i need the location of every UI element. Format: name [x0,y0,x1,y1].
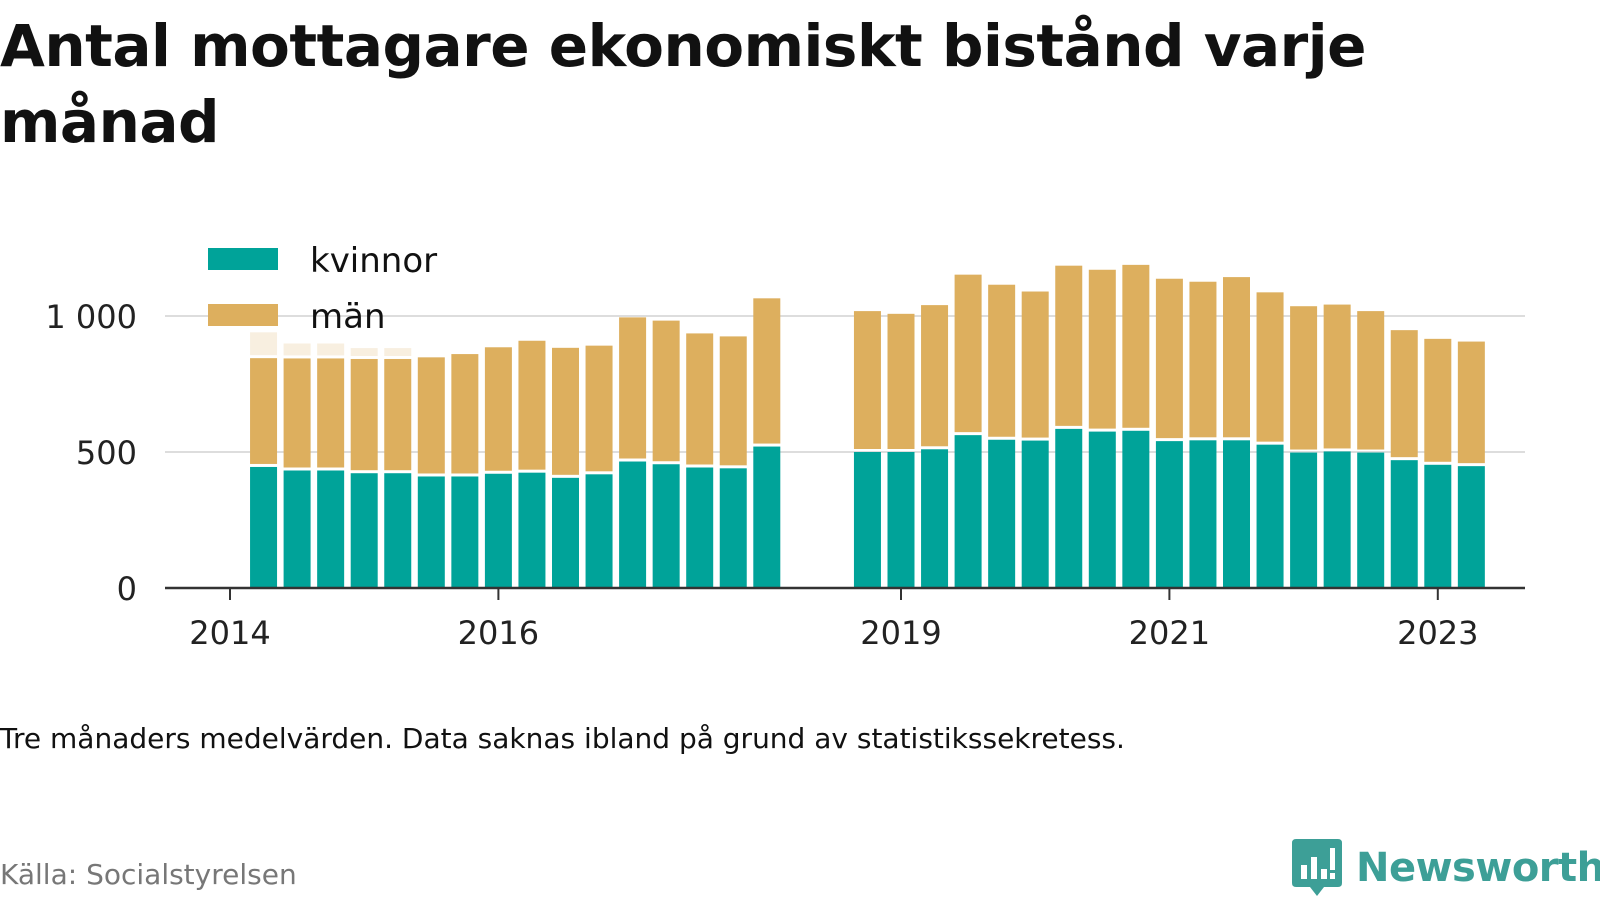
x-tick-label: 2019 [860,614,941,652]
bar-man [1256,292,1284,442]
bar-kvinnor [1088,431,1116,588]
axes: 0 500 1 000 2014 2016 2019 2021 2023 [45,298,1525,652]
bar-kvinnor [283,470,311,588]
bar-man [753,298,781,444]
legend: kvinnor män [208,241,437,337]
bar-kvinnor [619,461,647,588]
bar-kvinnor [1189,440,1217,588]
bar-man [417,357,445,474]
bar-kvinnor [585,474,613,588]
bar-kvinnor [652,464,680,588]
bar-kvinnor [1323,451,1351,588]
bar-kvinnor [1256,444,1284,588]
y-tick-label: 1 000 [45,298,137,336]
bar-man [350,358,378,471]
legend-label: kvinnor [310,241,437,281]
bar-man [1424,338,1452,462]
bar-kvinnor [1457,466,1485,588]
bar-man-missing [250,332,278,356]
bar-man [1088,269,1116,429]
bar-man [686,333,714,465]
source-text: Källa: Socialstyrelsen [0,858,297,891]
bar-kvinnor [719,468,747,588]
bar-man [1189,281,1217,438]
bar-kvinnor [1424,464,1452,588]
bar-man [921,305,949,447]
page-title: Antal mottagare ekonomiskt bistånd varje… [0,12,1367,156]
bar-kvinnor [518,472,546,588]
bar-man [484,347,512,471]
bar-man [317,358,345,468]
bar-kvinnor [686,467,714,588]
bar-kvinnor [1357,452,1385,588]
bar-man [1155,278,1183,439]
chart-note: Tre månaders medelvärden. Data saknas ib… [0,722,1125,755]
bar-man [853,311,881,449]
bars [250,264,1485,588]
brand-name: Newsworthy [1356,845,1600,891]
bar-man [1390,330,1418,458]
bar-man [1055,265,1083,426]
bar-kvinnor [350,473,378,588]
bar-man [384,358,412,471]
bar-kvinnor [1390,460,1418,588]
bar-kvinnor [1122,430,1150,588]
bar-kvinnor [451,476,479,588]
bar-kvinnor [1055,428,1083,588]
bar-man [250,358,278,464]
bar-man [988,284,1016,437]
bar-man [283,358,311,468]
bar-kvinnor [384,473,412,588]
bar-kvinnor [954,435,982,588]
bar-man [1290,306,1318,450]
bar-man [585,345,613,472]
bar-man [518,340,546,470]
bar-man [652,320,680,462]
y-tick-label: 0 [117,570,137,608]
bar-man [1323,304,1351,449]
bar-kvinnor [484,473,512,588]
bar-kvinnor [853,452,881,588]
bar-kvinnor [921,449,949,588]
bar-man [1021,291,1049,438]
bar-chart-bubble-icon [1292,839,1342,896]
legend-swatch [208,248,278,270]
bar-man-missing [283,343,311,356]
bar-man-missing [350,348,378,356]
newsworthy-logo: Newsworthy [1292,838,1600,898]
bar-kvinnor [317,470,345,588]
bar-man-missing [384,348,412,356]
bar-kvinnor [1021,440,1049,588]
bar-kvinnor [1155,441,1183,588]
bar-kvinnor [988,439,1016,588]
bar-man [887,313,915,449]
bar-kvinnor [417,476,445,588]
x-tick-label: 2016 [458,614,539,652]
stacked-bar-chart: 0 500 1 000 2014 2016 2019 2021 2023 kvinnor män [45,241,1525,652]
bar-man [1457,341,1485,464]
bar-kvinnor [887,452,915,588]
x-tick-label: 2021 [1129,614,1210,652]
legend-swatch [208,304,278,326]
bar-man [1122,264,1150,428]
bar-man [451,354,479,474]
bar-man [552,347,579,475]
bar-man [1357,311,1385,450]
bar-kvinnor [1290,452,1318,588]
bar-man [1223,277,1250,438]
bar-man [619,317,647,459]
x-tick-label: 2014 [189,614,270,652]
bar-man [719,336,747,466]
bar-kvinnor [552,477,579,588]
x-tick-label: 2023 [1397,614,1478,652]
bar-man-missing [317,343,345,356]
bar-kvinnor [250,466,278,588]
bar-kvinnor [753,446,781,588]
y-tick-label: 500 [76,434,137,472]
legend-label: män [310,297,386,337]
bar-kvinnor [1223,440,1250,588]
bar-man [954,274,982,433]
